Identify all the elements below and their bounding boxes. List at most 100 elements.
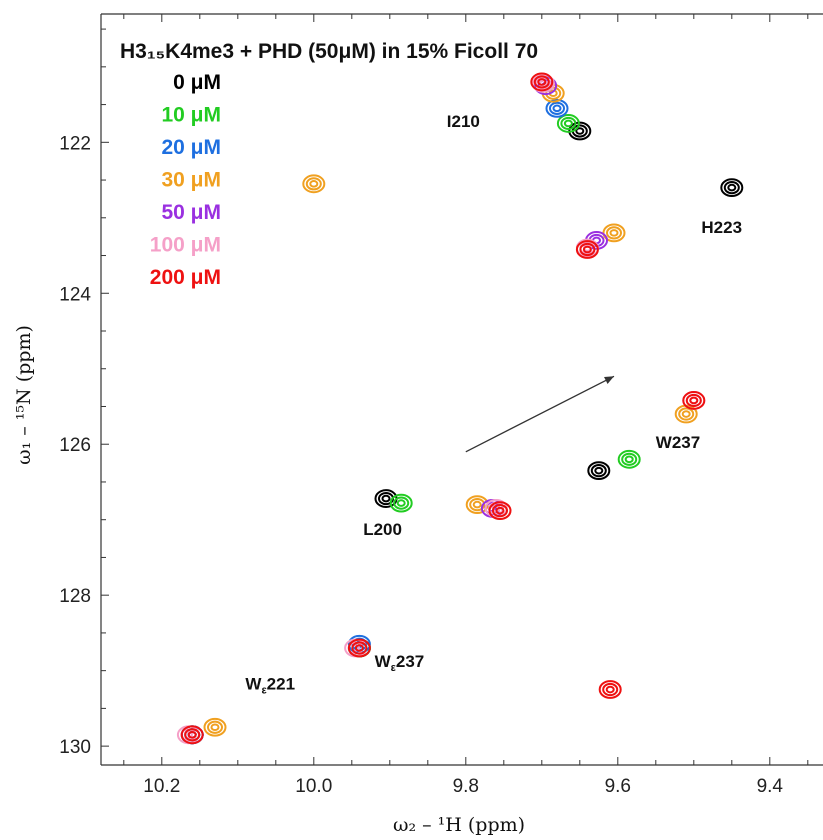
- peak-6: [488, 501, 512, 521]
- peak-contour: [685, 393, 702, 408]
- peak-contour: [582, 245, 592, 254]
- y-tick-label: 126: [59, 435, 91, 456]
- peak-0: [720, 178, 744, 197]
- peak-label: L200: [363, 520, 402, 539]
- peak-1: [389, 493, 413, 513]
- peak-label: I210: [447, 112, 480, 131]
- peak-contour: [492, 504, 508, 518]
- peak-contour: [575, 127, 585, 135]
- peak-3: [465, 495, 489, 515]
- y-tick-label: 128: [59, 586, 91, 607]
- peak-labels: I210 H223 W237 L200 Wε237 Wε221: [245, 112, 742, 696]
- peak-contour: [575, 240, 599, 259]
- peak-contour: [393, 496, 410, 510]
- peak-1: [556, 114, 580, 133]
- peak-contour: [594, 466, 604, 475]
- legend-entry: 50 μM: [161, 201, 221, 224]
- peak-contour: [495, 506, 505, 515]
- peak-0: [587, 461, 611, 481]
- peak-contour: [552, 104, 562, 113]
- peak-contour: [187, 731, 197, 739]
- peak-contour: [602, 682, 619, 697]
- y-tick-label: 130: [59, 737, 91, 758]
- peak-contour: [305, 177, 322, 191]
- peak-contour: [563, 119, 573, 128]
- peak-contour: [678, 407, 695, 421]
- peak-contour: [180, 725, 204, 745]
- peak-3: [203, 717, 227, 737]
- legend-entry: 10 μM: [161, 104, 221, 127]
- x-axis-title: ω₂ – ¹H (ppm): [393, 814, 525, 836]
- peak-contour: [556, 114, 580, 133]
- peak-contour: [727, 183, 737, 192]
- peak-1: [617, 449, 641, 469]
- peak-contour: [723, 180, 740, 195]
- x-tick-label: 9.8: [453, 776, 479, 797]
- legend-entry: 100 μM: [150, 234, 221, 257]
- peak-2: [545, 98, 569, 118]
- y-axis: 122 124 126 128 130: [59, 28, 109, 758]
- peak-label: Wε221: [245, 675, 295, 697]
- peak-3: [302, 174, 326, 194]
- peak-contour: [587, 461, 611, 481]
- peak-contour: [624, 455, 634, 464]
- chart-title: H3₁₅K4me3 + PHD (50μM) in 15% Ficoll 70: [120, 40, 538, 63]
- peak-contour: [590, 464, 607, 478]
- peak-contour: [210, 723, 220, 732]
- peak-contour: [396, 499, 406, 507]
- y-axis-title: ω₁ – ¹⁵N (ppm): [13, 325, 35, 465]
- peak-contour: [682, 391, 706, 410]
- peak-contour: [347, 638, 371, 658]
- peak-contour: [530, 72, 554, 92]
- peak-contour: [720, 178, 744, 197]
- legend-entry: 20 μM: [161, 136, 221, 159]
- peak-contour: [537, 78, 547, 86]
- peak-contour: [472, 500, 482, 509]
- peak-contour: [606, 226, 622, 240]
- peak-contour: [354, 644, 364, 652]
- peak-6: [180, 725, 204, 745]
- peak-label: W237: [656, 433, 700, 452]
- peak-contours: [176, 72, 744, 745]
- legend-entry: 200 μM: [150, 266, 221, 289]
- shift-arrow: [465, 375, 615, 453]
- peak-6: [530, 72, 554, 92]
- peak-contour: [203, 717, 227, 737]
- peak-contour: [689, 396, 699, 405]
- peak-contour: [207, 720, 223, 734]
- peak-contour: [681, 410, 691, 418]
- peak-label: H223: [701, 218, 742, 237]
- peak-contour: [617, 449, 641, 469]
- peak-6: [347, 638, 371, 658]
- arrow-line: [465, 375, 615, 453]
- legend-entry: 0 μM: [173, 71, 221, 94]
- peak-6: [575, 240, 599, 259]
- peak-6: [598, 680, 622, 699]
- plot-frame: [100, 13, 823, 766]
- peak-contour: [602, 223, 626, 243]
- y-tick-label: 122: [59, 133, 91, 154]
- peak-contour: [621, 452, 638, 466]
- peak-label: Wε237: [375, 652, 425, 674]
- x-tick-label: 9.6: [605, 776, 631, 797]
- peak-contour: [598, 680, 622, 699]
- peak-contour: [609, 229, 619, 237]
- peak-contour: [533, 75, 550, 89]
- legend: 0 μM 10 μM 20 μM 30 μM 50 μM 100 μM 200 μM: [150, 71, 221, 289]
- peak-contour: [605, 685, 615, 694]
- peak-contour: [389, 493, 413, 513]
- peak-contour: [531, 74, 555, 93]
- peak-contour: [579, 242, 596, 257]
- peak-contour: [545, 98, 569, 118]
- peak-contour: [381, 494, 391, 503]
- peak-3: [602, 223, 626, 243]
- peak-contour: [549, 101, 565, 115]
- peak-6: [682, 391, 706, 410]
- peak-contour: [184, 728, 201, 742]
- y-tick-label: 124: [59, 284, 91, 305]
- x-tick-label: 9.4: [757, 776, 784, 797]
- peak-contour: [351, 641, 368, 655]
- peak-contour: [488, 501, 512, 521]
- arrow-head: [604, 376, 614, 384]
